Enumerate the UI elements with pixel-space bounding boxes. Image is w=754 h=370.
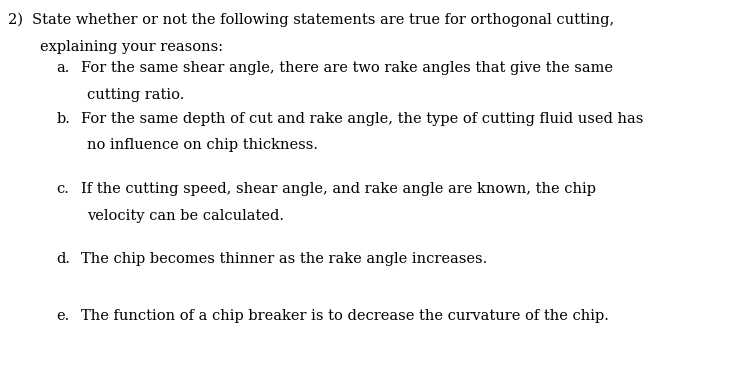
Text: velocity can be calculated.: velocity can be calculated. [87, 209, 284, 223]
Text: The chip becomes thinner as the rake angle increases.: The chip becomes thinner as the rake ang… [81, 252, 488, 266]
Text: d.: d. [57, 252, 71, 266]
Text: The function of a chip breaker is to decrease the curvature of the chip.: The function of a chip breaker is to dec… [81, 309, 609, 323]
Text: For the same depth of cut and rake angle, the type of cutting fluid used has: For the same depth of cut and rake angle… [81, 111, 644, 125]
Text: b.: b. [57, 111, 70, 125]
Text: cutting ratio.: cutting ratio. [87, 88, 184, 102]
Text: a.: a. [57, 61, 70, 75]
Text: c.: c. [57, 182, 69, 196]
Text: For the same shear angle, there are two rake angles that give the same: For the same shear angle, there are two … [81, 61, 614, 75]
Text: If the cutting speed, shear angle, and rake angle are known, the chip: If the cutting speed, shear angle, and r… [81, 182, 596, 196]
Text: explaining your reasons:: explaining your reasons: [40, 40, 223, 54]
Text: e.: e. [57, 309, 70, 323]
Text: no influence on chip thickness.: no influence on chip thickness. [87, 138, 317, 152]
Text: 2): 2) [8, 13, 23, 27]
Text: State whether or not the following statements are true for orthogonal cutting,: State whether or not the following state… [32, 13, 614, 27]
